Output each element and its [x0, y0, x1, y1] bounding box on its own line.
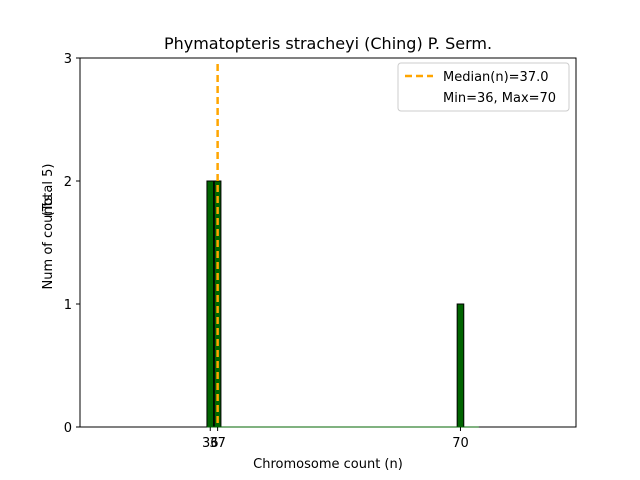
y-ticks: 0 1 2 3 — [64, 52, 80, 436]
legend-box — [397, 62, 570, 112]
plot-area — [79, 57, 577, 428]
x-tick-label-70: 70 — [452, 436, 469, 451]
x-axis-label: Chromosome count (n) — [253, 457, 403, 472]
y-tick-label-0: 0 — [64, 421, 72, 436]
x-tick-label-36: 36 — [202, 436, 219, 451]
bar-36 — [206, 180, 215, 428]
y-tick-label-2: 2 — [64, 175, 72, 190]
y-axis-label: Num of counts — [41, 194, 56, 289]
y-tick-label-1: 1 — [64, 298, 72, 313]
legend-median-label: Median(n)=37.0 — [443, 70, 549, 85]
bar-37 — [213, 180, 222, 428]
legend-range-label: Min=36, Max=70 — [443, 91, 556, 106]
y-axis-total-note: (Total 5) — [41, 164, 56, 217]
x-tick-label-37: 37 — [209, 436, 226, 451]
bars — [206, 180, 479, 428]
legend: Median(n)=37.0 Min=36, Max=70 — [397, 62, 570, 112]
bar-70 — [456, 303, 465, 428]
y-tick-label-3: 3 — [64, 52, 72, 67]
chart-title: Phymatopteris stracheyi (Ching) P. Serm. — [164, 34, 492, 53]
